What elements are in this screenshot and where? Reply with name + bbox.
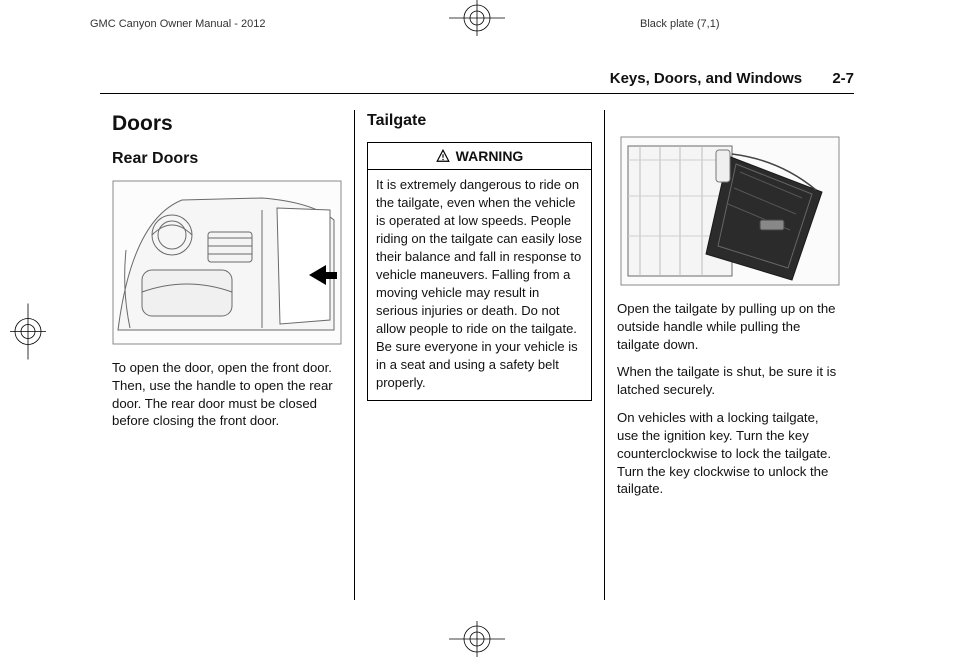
column-1: Doors Rear Doors <box>100 110 354 600</box>
registration-mark-left <box>10 304 46 365</box>
page-content: Keys, Doors, and Windows 2-7 Doors Rear … <box>100 70 854 608</box>
rear-doors-heading: Rear Doors <box>112 148 342 170</box>
doors-heading: Doors <box>112 110 342 138</box>
tailgate-figure <box>617 136 842 286</box>
warning-box: WARNING It is extremely dangerous to rid… <box>367 142 592 401</box>
warning-label: WARNING <box>456 147 524 166</box>
running-head: Keys, Doors, and Windows 2-7 <box>100 70 854 94</box>
warning-icon <box>436 149 450 163</box>
column-2: Tailgate WARNING It is extremely dangero… <box>354 110 604 600</box>
tailgate-p3: On vehicles with a locking tailgate, use… <box>617 409 842 498</box>
tailgate-p2: When the tailgate is shut, be sure it is… <box>617 363 842 399</box>
section-title: Keys, Doors, and Windows <box>610 70 802 87</box>
tailgate-p1: Open the tailgate by pulling up on the o… <box>617 300 842 353</box>
warning-header: WARNING <box>368 143 591 171</box>
tailgate-heading: Tailgate <box>367 110 592 132</box>
print-header: GMC Canyon Owner Manual - 2012 Black pla… <box>0 14 954 54</box>
columns: Doors Rear Doors <box>100 110 854 600</box>
registration-mark-bottom <box>449 621 505 662</box>
manual-title: GMC Canyon Owner Manual - 2012 <box>90 18 265 30</box>
rear-door-paragraph: To open the door, open the front door. T… <box>112 359 342 430</box>
rear-door-figure <box>112 180 342 345</box>
column-3: Open the tailgate by pulling up on the o… <box>604 110 854 600</box>
warning-body: It is extremely dangerous to ride on the… <box>368 170 591 399</box>
page-number: 2-7 <box>832 70 854 87</box>
plate-info: Black plate (7,1) <box>640 18 719 30</box>
